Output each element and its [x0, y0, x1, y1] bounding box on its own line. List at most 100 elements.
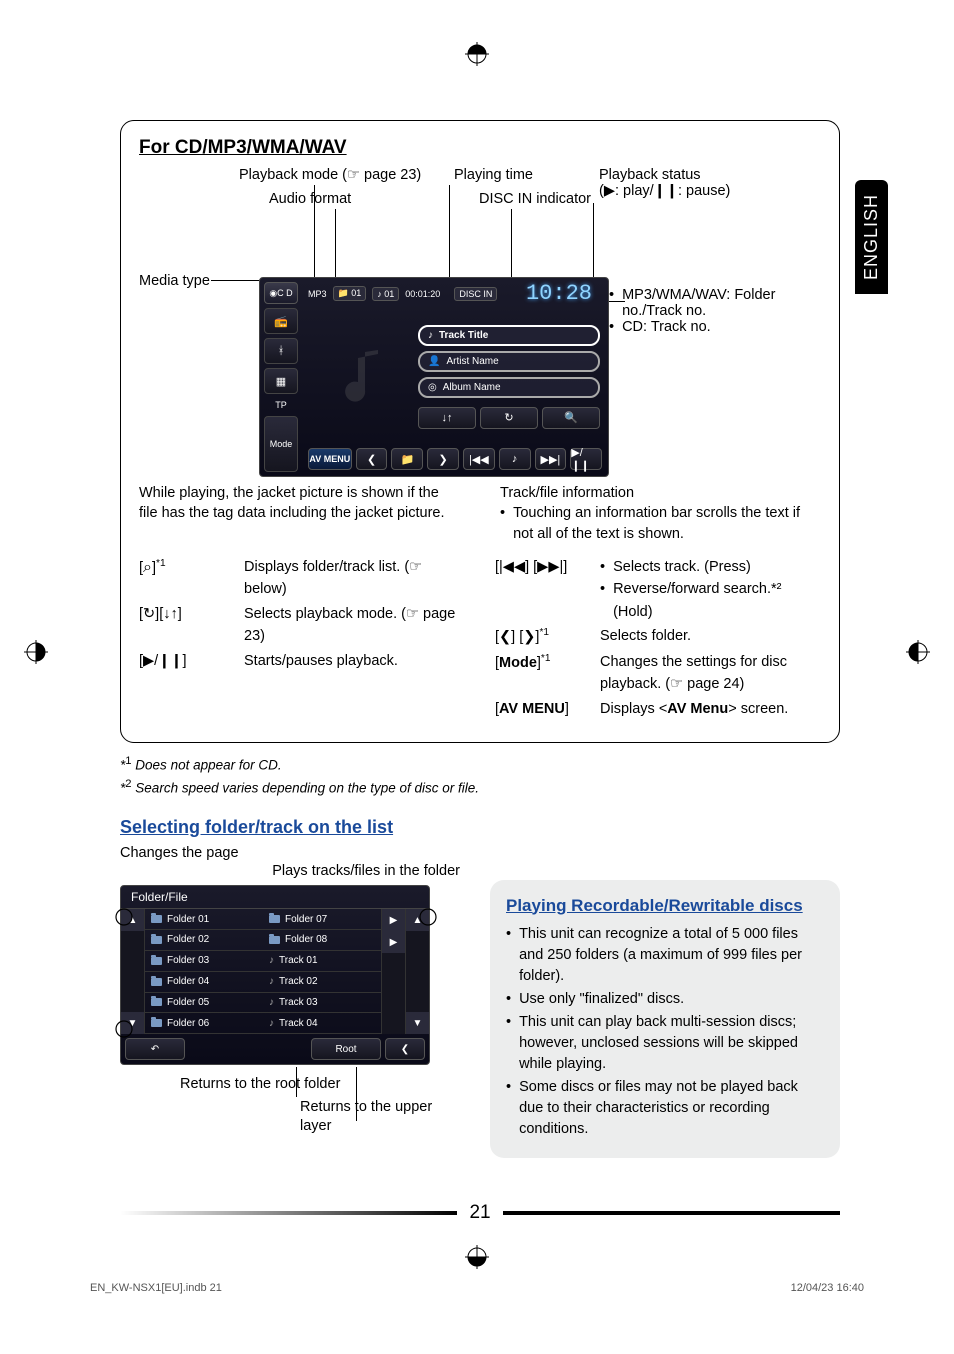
- note-text: MP3/WMA/WAV: Folder no./Track no.: [622, 287, 809, 319]
- control-desc: Displays <AV Menu> screen.: [600, 698, 821, 720]
- control-desc: Selects track. (Press) Reverse/forward s…: [600, 556, 821, 623]
- audio-format-label: MP3: [308, 289, 327, 299]
- label: C D: [277, 288, 293, 298]
- source-icon: ▦: [264, 368, 298, 394]
- search-button[interactable]: 🔍: [542, 407, 600, 429]
- control-desc: Changes the settings for disc playback. …: [600, 651, 821, 696]
- registration-mark-icon: [24, 640, 48, 664]
- info-item: Some discs or files may not be played ba…: [519, 1077, 824, 1140]
- scroll-left[interactable]: ▲▼: [121, 909, 145, 1034]
- plays-tracks-label: Plays tracks/files in the folder: [120, 862, 460, 881]
- artist-name-bar[interactable]: 👤 Artist Name: [418, 351, 600, 372]
- callout-text: Playback status: [599, 167, 701, 183]
- av-menu-button[interactable]: AV MENU: [308, 448, 352, 470]
- list-item[interactable]: Folder 08: [263, 930, 381, 951]
- changes-page-label: Changes the page: [120, 844, 460, 863]
- control-key: [AV MENU]: [495, 698, 600, 720]
- folder-icon-button[interactable]: 📁: [391, 448, 423, 470]
- footer-right: 12/04/23 16:40: [791, 1282, 864, 1294]
- info-item: Use only "finalized" discs.: [519, 989, 684, 1010]
- callout-audio-format: Audio format: [269, 191, 351, 207]
- clock: 10:28: [526, 281, 602, 306]
- folder-prev-button[interactable]: ❮: [356, 448, 388, 470]
- control-desc: Selects folder.: [600, 625, 821, 648]
- list-item[interactable]: Folder 01: [145, 909, 263, 930]
- media-type-chip: ◉ C D: [264, 282, 298, 304]
- control-key: [▶/❙❙]: [139, 650, 244, 672]
- callout-playback-status: Playback status (▶: play/❙❙: pause): [599, 167, 730, 199]
- page-bar-right: [503, 1211, 840, 1215]
- track-prev-button[interactable]: |◀◀: [463, 448, 495, 470]
- album-name-bar[interactable]: ◎ Album Name: [418, 377, 600, 398]
- scroll-right[interactable]: ▲▼: [405, 909, 429, 1034]
- track-title-bar[interactable]: ♪ Track Title: [418, 325, 600, 346]
- page-number: 21: [469, 1202, 490, 1224]
- scroll-right-play[interactable]: ▶ ▶: [381, 909, 405, 1034]
- track-next-button[interactable]: ▶▶|: [535, 448, 567, 470]
- control-key: [❮] [❯]*1: [495, 625, 600, 648]
- page-bar-left: [120, 1211, 457, 1215]
- language-tab: ENGLISH: [855, 180, 888, 294]
- source-icon: 📻: [264, 308, 298, 334]
- control-desc: Displays folder/track list. (☞ below): [244, 556, 465, 601]
- info-item: This unit can recognize a total of 5 000…: [519, 924, 824, 987]
- list-item[interactable]: Folder 03: [145, 951, 263, 972]
- tp-label: TP: [264, 400, 298, 410]
- list-item[interactable]: Folder 02: [145, 930, 263, 951]
- list-item[interactable]: Folder 07: [263, 909, 381, 930]
- callout-disc-in: DISC IN indicator: [479, 191, 591, 207]
- controls-table: [⌕]*1 Displays folder/track list. (☞ bel…: [139, 556, 821, 722]
- folder-next-button[interactable]: ❯: [427, 448, 459, 470]
- device-screen: ◉ C D 📻 ᚼ ▦ TP Mode MP3 📁 01 ♪ 01 00:01:…: [259, 277, 609, 477]
- root-button[interactable]: Root: [311, 1038, 381, 1060]
- folder-file-header: Folder/File: [121, 886, 429, 909]
- elapsed-time: 00:01:20: [405, 289, 440, 299]
- shuffle-button[interactable]: ↓↑: [418, 407, 476, 429]
- callout-media-type: Media type: [139, 273, 210, 289]
- control-key: [⌕]*1: [139, 556, 244, 601]
- source-icon: ᚼ: [264, 338, 298, 364]
- list-item[interactable]: Folder 06: [145, 1013, 263, 1034]
- disc-in-chip: DISC IN: [454, 287, 497, 301]
- callout-right-notes: MP3/WMA/WAV: Folder no./Track no. CD: Tr…: [609, 287, 809, 335]
- callout-playback-mode: Playback mode (☞ page 23): [239, 167, 421, 183]
- folder-col-right: Folder 07 Folder 08 ♪Track 01 ♪Track 02 …: [263, 909, 381, 1034]
- list-item[interactable]: Folder 05: [145, 993, 263, 1014]
- list-item[interactable]: ♪Track 03: [263, 993, 381, 1014]
- callout-text: (▶: play/❙❙: pause): [599, 183, 730, 199]
- folder-col-left: Folder 01 Folder 02 Folder 03 Folder 04 …: [145, 909, 263, 1034]
- mode-button[interactable]: Mode: [264, 416, 298, 472]
- list-item[interactable]: Folder 04: [145, 972, 263, 993]
- list-item[interactable]: ♪Track 02: [263, 972, 381, 993]
- folder-file-screen: Folder/File ▲▼ Folder 01 Folder 02 Folde…: [120, 885, 430, 1065]
- control-key: [|◀◀] [▶▶|]: [495, 556, 600, 623]
- registration-mark-icon: [906, 640, 930, 664]
- control-key: [↻][↓↑]: [139, 603, 244, 648]
- callout-playing-time: Playing time: [454, 167, 533, 183]
- control-key: [Mode]*1: [495, 651, 600, 696]
- jacket-picture-area: [310, 313, 410, 440]
- track-info-heading: Track/file information: [500, 483, 821, 503]
- control-desc: Selects playback mode. (☞ page 23): [244, 603, 465, 648]
- note-text: CD: Track no.: [622, 319, 711, 335]
- info-item: This unit can play back multi-session di…: [519, 1012, 824, 1075]
- up-button[interactable]: ❮: [385, 1038, 425, 1060]
- footnotes: *1 Does not appear for CD. *2 Search spe…: [120, 753, 840, 799]
- track-info-note: Touching an information bar scrolls the …: [513, 503, 821, 544]
- select-section-title: Selecting folder/track on the list: [120, 817, 840, 838]
- returns-upper-label: Returns to the upper layer: [300, 1098, 460, 1136]
- play-pause-button[interactable]: ▶/❙❙: [570, 448, 602, 470]
- gray-info-panel: Playing Recordable/Rewritable discs This…: [490, 880, 840, 1159]
- repeat-button[interactable]: ↻: [480, 407, 538, 429]
- list-item[interactable]: ♪Track 01: [263, 951, 381, 972]
- list-item[interactable]: ♪Track 04: [263, 1013, 381, 1034]
- returns-root-label: Returns to the root folder: [180, 1075, 460, 1094]
- section-title: For CD/MP3/WMA/WAV: [139, 137, 821, 159]
- gray-panel-title: Playing Recordable/Rewritable discs: [506, 894, 824, 919]
- track-chip: ♪ 01: [372, 287, 399, 301]
- registration-mark-icon: [465, 42, 489, 66]
- jacket-note: While playing, the jacket picture is sho…: [139, 483, 460, 544]
- note-button[interactable]: ♪: [499, 448, 531, 470]
- back-button[interactable]: ↶: [125, 1038, 185, 1060]
- folder-chip: 📁 01: [333, 286, 367, 301]
